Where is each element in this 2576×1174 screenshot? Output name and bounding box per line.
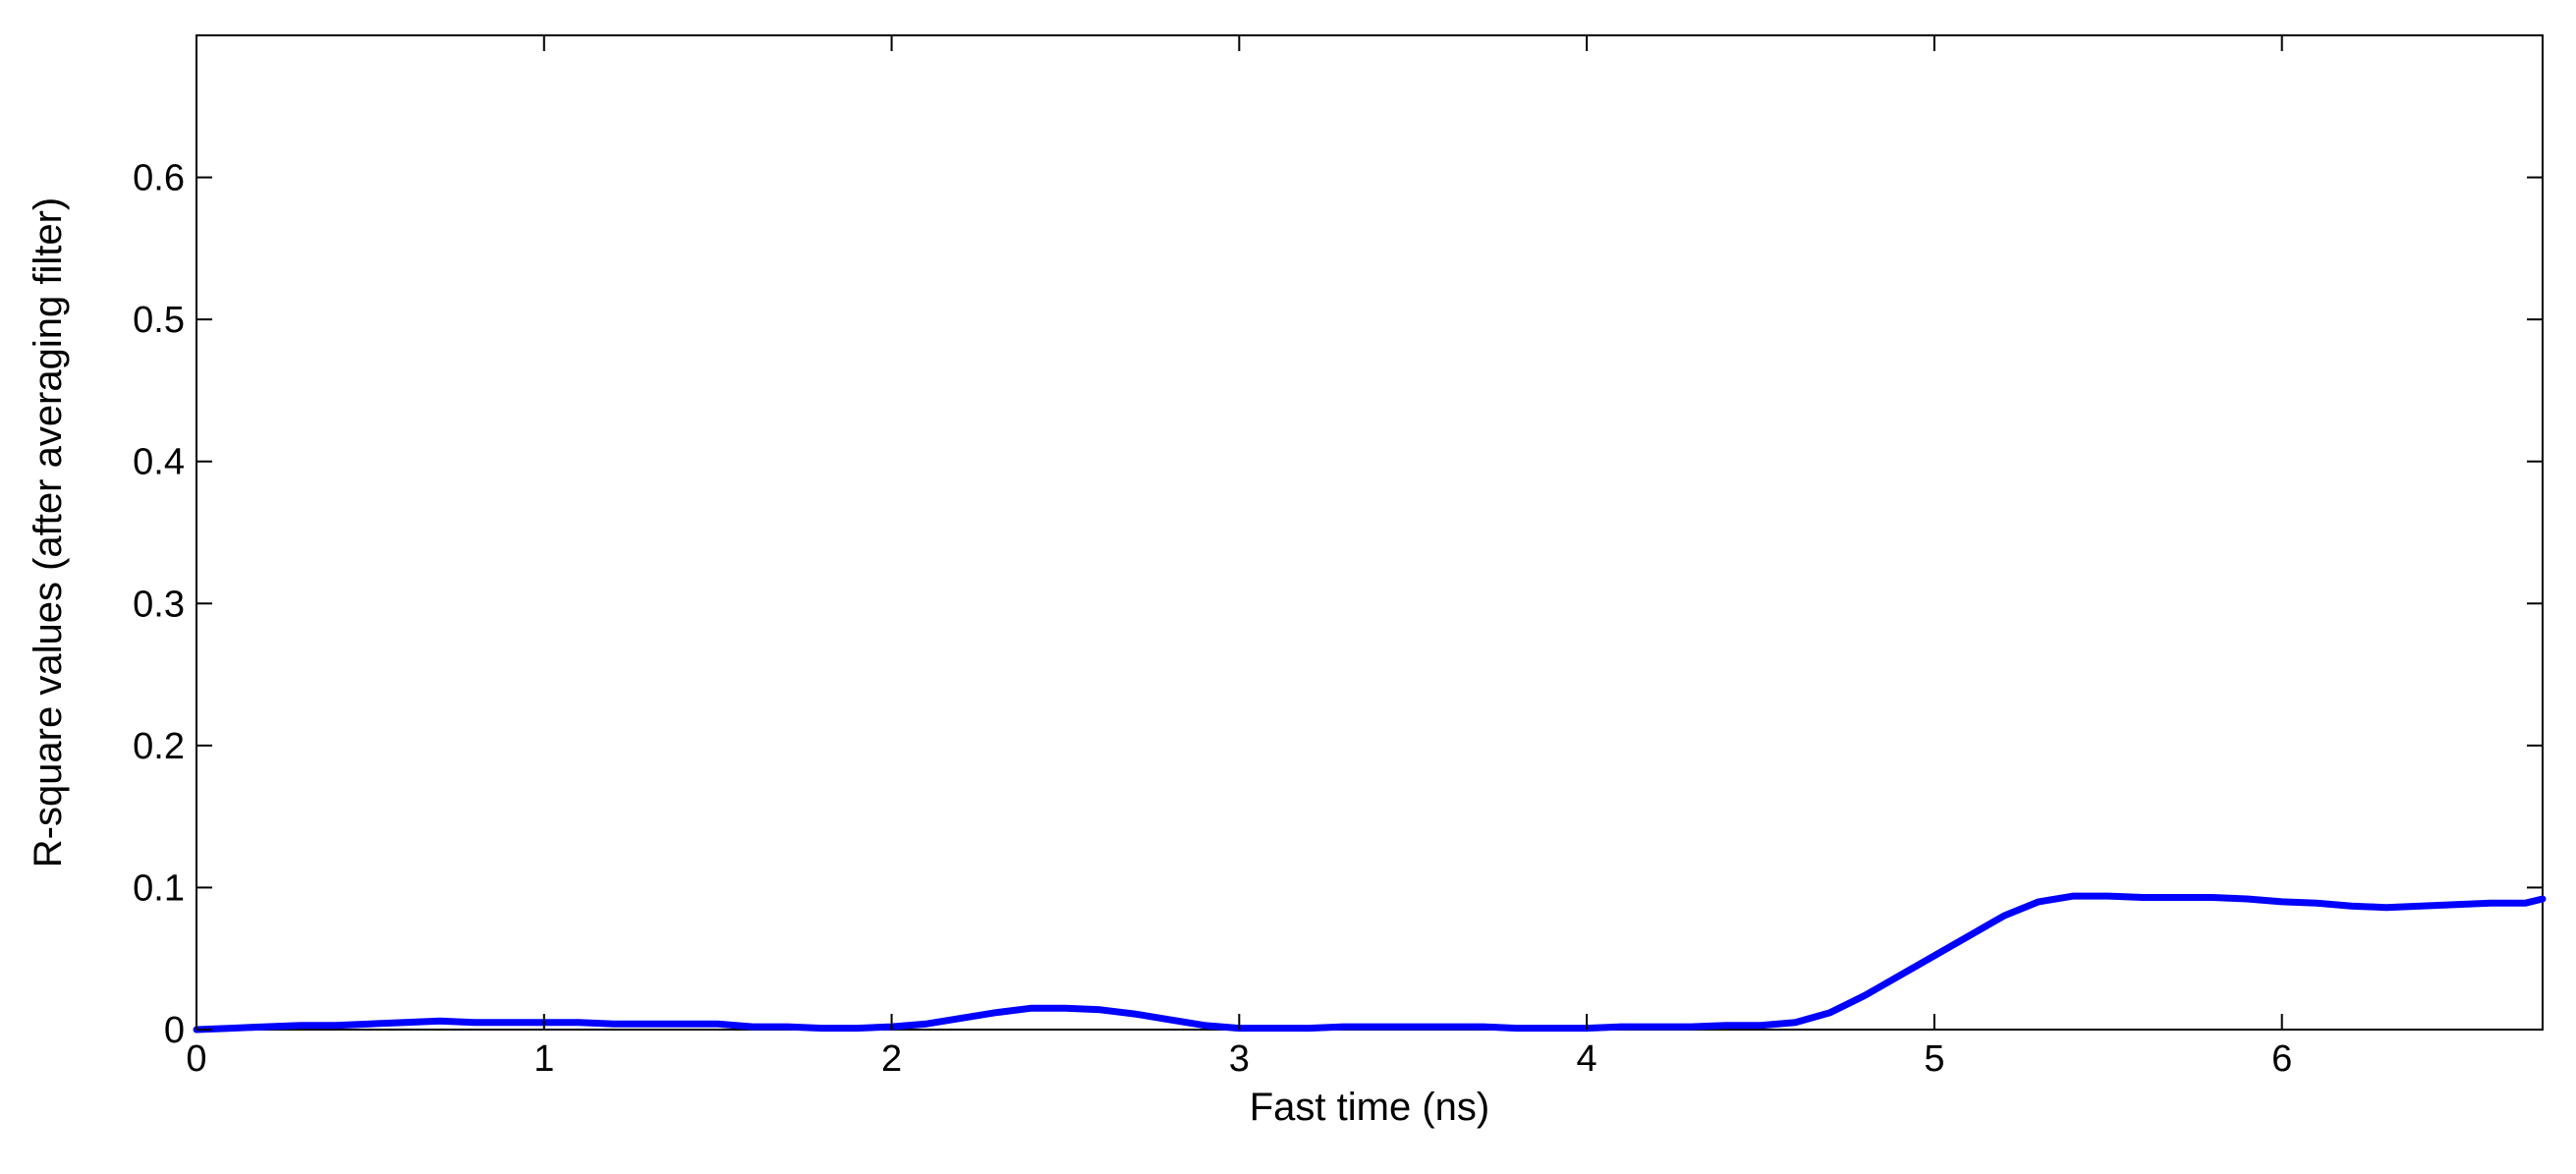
y-tick-label: 0.4 — [133, 442, 185, 483]
x-tick-label: 5 — [1924, 1038, 1944, 1080]
x-tick-label: 0 — [186, 1038, 206, 1080]
y-tick-label: 0.5 — [133, 300, 185, 341]
y-axis-title: R-square values (after averaging filter) — [27, 197, 70, 868]
ticks-layer: 0 1 2 3 4 5 6 0 0.1 0.2 0.3 0.4 0.5 0.6 — [133, 35, 2543, 1080]
x-axis-title: Fast time (ns) — [1250, 1086, 1489, 1129]
y-tick-label: 0.2 — [133, 726, 185, 767]
data-line — [193, 892, 2547, 1034]
plot-layer — [193, 34, 2547, 1034]
y-tick-label: 0.1 — [133, 867, 185, 909]
x-tick-label: 6 — [2271, 1038, 2292, 1080]
x-tick-label: 4 — [1577, 1038, 1597, 1080]
x-tick-label: 2 — [881, 1038, 902, 1080]
y-tick-label: 0.3 — [133, 584, 185, 625]
y-tick-label: 0.6 — [133, 158, 185, 199]
x-tick-label: 1 — [533, 1038, 554, 1080]
x-tick-label: 3 — [1229, 1038, 1250, 1080]
y-tick-label: 0 — [164, 1010, 185, 1051]
